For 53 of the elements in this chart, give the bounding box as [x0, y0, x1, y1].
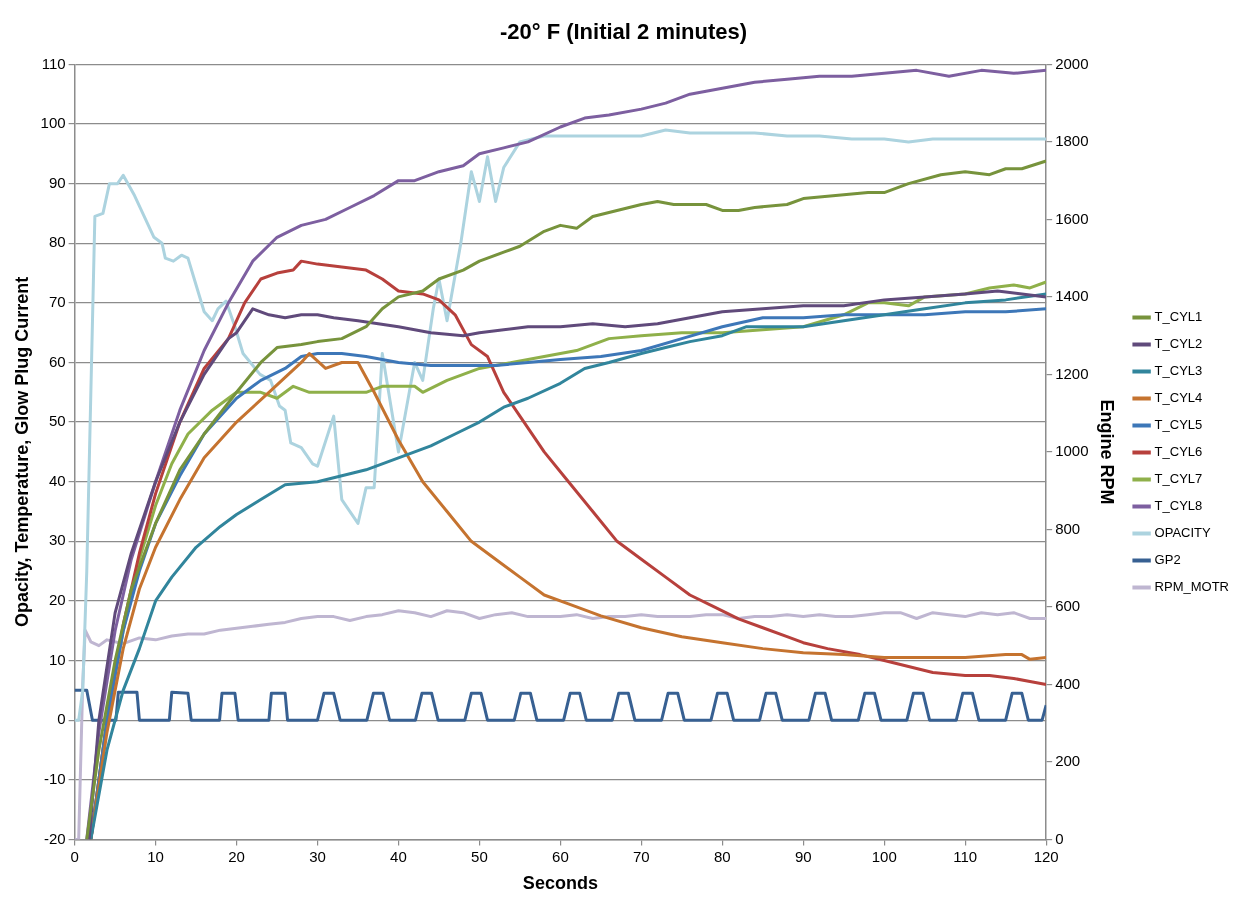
y2-tick-label: 600 — [1055, 597, 1081, 615]
legend-label: GP2 — [1154, 552, 1181, 568]
y2-tick-label: 200 — [1055, 752, 1081, 770]
legend-label: RPM_MOTR — [1154, 579, 1229, 595]
y-tick-label: 30 — [48, 531, 66, 549]
legend-label: T_CYL4 — [1154, 390, 1203, 406]
y2-tick-label: 800 — [1055, 519, 1081, 537]
x-tick-label: 90 — [794, 847, 812, 865]
chart-title: -20° F (Initial 2 minutes) — [499, 19, 748, 45]
x-tick-label: 50 — [471, 847, 488, 865]
y-tick-label: 0 — [57, 710, 66, 728]
y2-tick-label: 1000 — [1055, 442, 1089, 460]
y-tick-label: 50 — [48, 412, 66, 430]
y-tick-label: 90 — [48, 173, 66, 191]
x-tick-label: 30 — [309, 847, 326, 865]
x-tick-label: 80 — [713, 847, 731, 865]
y-tick-label: 40 — [48, 471, 66, 489]
y2-tick-label: 1400 — [1055, 287, 1089, 305]
x-tick-label: 70 — [633, 847, 650, 865]
x-axis-title: Seconds — [522, 873, 598, 894]
y-tick-label: 60 — [48, 352, 66, 370]
legend-label: T_CYL1 — [1154, 309, 1203, 325]
y-tick-label: 20 — [48, 591, 66, 609]
y2-axis-title: Engine RPM — [1097, 399, 1118, 505]
y-tick-label: 70 — [48, 293, 66, 310]
y2-tick-label: 1200 — [1055, 364, 1089, 382]
y-tick-label: 80 — [48, 233, 66, 251]
legend-label: T_CYL3 — [1154, 363, 1203, 379]
x-tick-label: 40 — [390, 847, 407, 865]
x-tick-label: 60 — [552, 847, 569, 865]
y2-tick-label: 0 — [1055, 829, 1064, 847]
x-tick-label: 20 — [228, 847, 245, 865]
x-tick-label: 0 — [70, 847, 79, 865]
x-tick-label: 10 — [147, 847, 164, 865]
legend-label: T_CYL7 — [1154, 471, 1203, 487]
x-tick-label: 110 — [953, 847, 978, 865]
legend-label: OPACITY — [1154, 525, 1212, 541]
y2-tick-label: 1600 — [1055, 209, 1089, 227]
y-tick-label: 110 — [41, 54, 66, 72]
y-tick-label: 10 — [48, 650, 66, 668]
y-tick-label: -10 — [43, 769, 66, 787]
legend-label: T_CYL8 — [1154, 498, 1203, 514]
y2-tick-label: 1800 — [1055, 132, 1089, 150]
x-tick-label: 100 — [871, 847, 897, 865]
y-tick-label: -20 — [43, 829, 66, 847]
legend-label: T_CYL5 — [1154, 417, 1203, 433]
y2-tick-label: 400 — [1055, 674, 1081, 692]
y-tick-label: 100 — [40, 114, 66, 132]
legend-label: T_CYL6 — [1154, 444, 1203, 460]
legend-label: T_CYL2 — [1154, 336, 1203, 352]
x-tick-label: 120 — [1033, 847, 1059, 865]
y-axis-title: Opacity, Temperature, Glow Plug Current — [11, 276, 32, 628]
y2-tick-label: 2000 — [1055, 54, 1089, 72]
